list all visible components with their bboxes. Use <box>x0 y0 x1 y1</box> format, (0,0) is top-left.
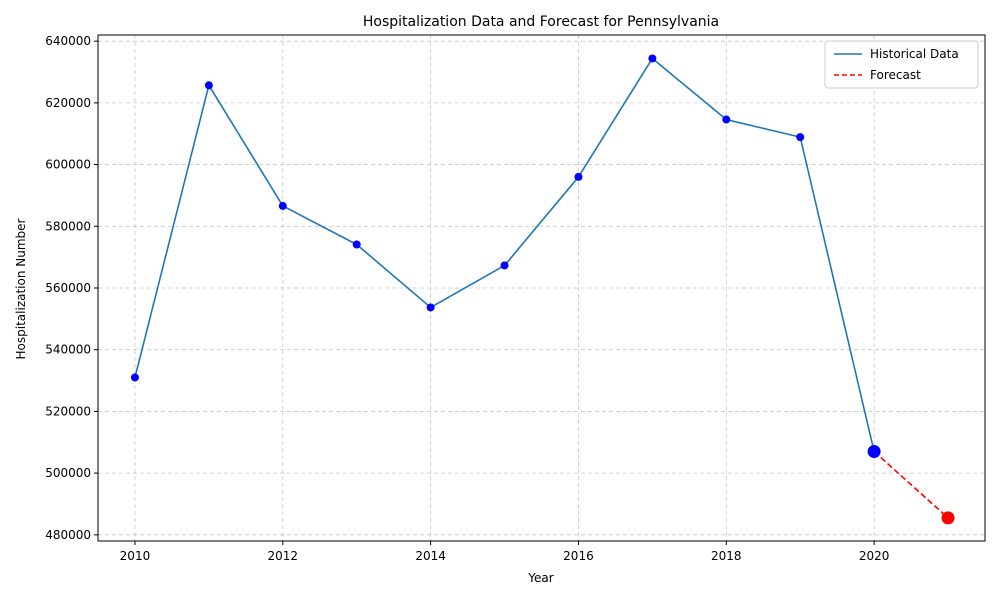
y-tick-label: 640000 <box>45 34 91 48</box>
x-tick-label: 2014 <box>415 549 446 563</box>
legend-label-forecast: Forecast <box>870 68 921 82</box>
historical-point <box>648 54 657 63</box>
grid-lines <box>98 35 985 541</box>
historical-point <box>130 373 139 382</box>
x-tick-label: 2020 <box>859 549 890 563</box>
last-historical-point <box>867 445 881 459</box>
y-tick-label: 620000 <box>45 96 91 110</box>
historical-point <box>796 133 805 142</box>
x-tick-label: 2018 <box>711 549 742 563</box>
data-markers <box>130 54 955 525</box>
historical-point <box>352 240 361 249</box>
historical-point <box>500 261 509 270</box>
historical-point <box>278 201 287 210</box>
y-tick-label: 580000 <box>45 219 91 233</box>
legend-box <box>824 40 979 89</box>
y-tick-label: 480000 <box>45 528 91 542</box>
historical-point <box>426 303 435 312</box>
historical-point <box>574 172 583 181</box>
y-axis-label: Hospitalization Number <box>14 218 28 359</box>
historical-point <box>722 115 731 124</box>
y-tick-label: 560000 <box>45 281 91 295</box>
forecast-line <box>873 450 949 519</box>
x-axis-label: Year <box>527 571 553 585</box>
y-tick-label: 540000 <box>45 343 91 357</box>
x-tick-label: 2010 <box>120 549 151 563</box>
historical-point <box>204 81 213 90</box>
x-tick-label: 2012 <box>268 549 299 563</box>
chart-title: Hospitalization Data and Forecast for Pe… <box>363 14 719 30</box>
y-tick-label: 500000 <box>45 466 91 480</box>
y-tick-label: 520000 <box>45 404 91 418</box>
x-tick-label: 2016 <box>563 549 594 563</box>
legend: Historical Data Forecast <box>824 40 979 89</box>
axis-ticks: 2010 2012 2014 2016 2018 2020 480000 500000 5200… <box>45 34 889 563</box>
forecast-point <box>941 511 955 525</box>
y-tick-label: 600000 <box>45 158 91 172</box>
legend-label-historical: Historical Data <box>870 47 959 61</box>
